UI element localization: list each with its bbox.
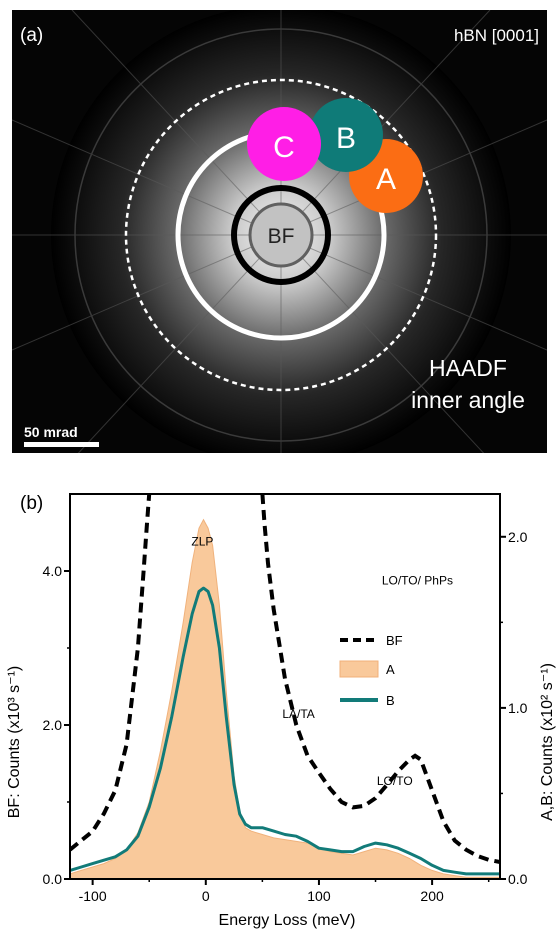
scalebar-label: 50 mrad: [24, 424, 78, 440]
bf-label: BF: [268, 225, 295, 248]
plot-area: ZLP LA/TA LO/TO LO/TO/ PhPs: [70, 494, 500, 879]
region-b-disk: [309, 98, 383, 172]
x-tick-label: 100: [307, 888, 331, 904]
series-b-line: [70, 586, 500, 876]
haadf-inner-angle-circle: [124, 78, 438, 392]
x-tick-label: 0: [202, 888, 210, 904]
legend: BF A B: [339, 633, 403, 708]
y-right-tick-label: 2.0: [508, 529, 528, 545]
orientation-label: hBN [0001]: [454, 26, 539, 45]
legend-b-label: B: [386, 693, 395, 708]
annotation-label: ZLP: [191, 534, 213, 548]
diffraction-pattern-panel: BF A B C (a) hBN [0001] HAADF inner angl…: [12, 10, 547, 453]
region-b: B: [309, 98, 383, 172]
panel-a-label: (a): [20, 25, 43, 46]
y-right-tick-label: 0.0: [508, 871, 528, 887]
bf-disk: [248, 202, 314, 268]
bf-aperture-ring: [231, 185, 331, 285]
scalebar: [24, 442, 99, 447]
y-left-tick-label: 0.0: [43, 871, 63, 887]
region-a-label: A: [376, 163, 396, 196]
outer-ring-faint: [74, 28, 488, 442]
plot-frame: [69, 493, 501, 880]
region-c-disk: [247, 107, 321, 181]
annotation-label: LA/TA: [282, 707, 314, 721]
y-right-tick-label: 1.0: [508, 700, 528, 716]
haadf-label-line2: inner angle: [411, 387, 525, 413]
y-left-tick-label: 4.0: [43, 563, 63, 579]
region-b-label: B: [336, 122, 356, 155]
x-axis-label: Energy Loss (meV): [219, 912, 356, 929]
y-left-tick-label: 2.0: [43, 717, 63, 733]
axes: -100 0 100 200 0.0 2.0 4.0 0.0 1.0 2.0: [43, 493, 528, 904]
region-c: C: [247, 107, 321, 181]
x-tick-label: -100: [79, 888, 107, 904]
eels-spectrum-chart: ZLP LA/TA LO/TO LO/TO/ PhPs -100 0 100 200 0.0 2…: [6, 493, 556, 929]
x-tick-label: 200: [420, 888, 444, 904]
series-bf-line: [70, 494, 500, 865]
legend-a-swatch: [339, 660, 379, 678]
haadf-label-line1: HAADF: [429, 355, 507, 381]
y-axis-left-label: BF: Counts (x10³ s⁻¹): [6, 666, 23, 818]
annotation-label: LO/TO/ PhPs: [382, 574, 453, 588]
panel-b-label: (b): [20, 493, 43, 514]
legend-a-label: A: [386, 662, 395, 677]
region-c-label: C: [273, 131, 295, 164]
annotation-label: LO/TO: [377, 774, 413, 788]
legend-bf-label: BF: [386, 633, 403, 648]
series-a-area: [70, 518, 500, 879]
y-axis-right-label: A,B: Counts (x10² s⁻¹): [539, 663, 556, 821]
